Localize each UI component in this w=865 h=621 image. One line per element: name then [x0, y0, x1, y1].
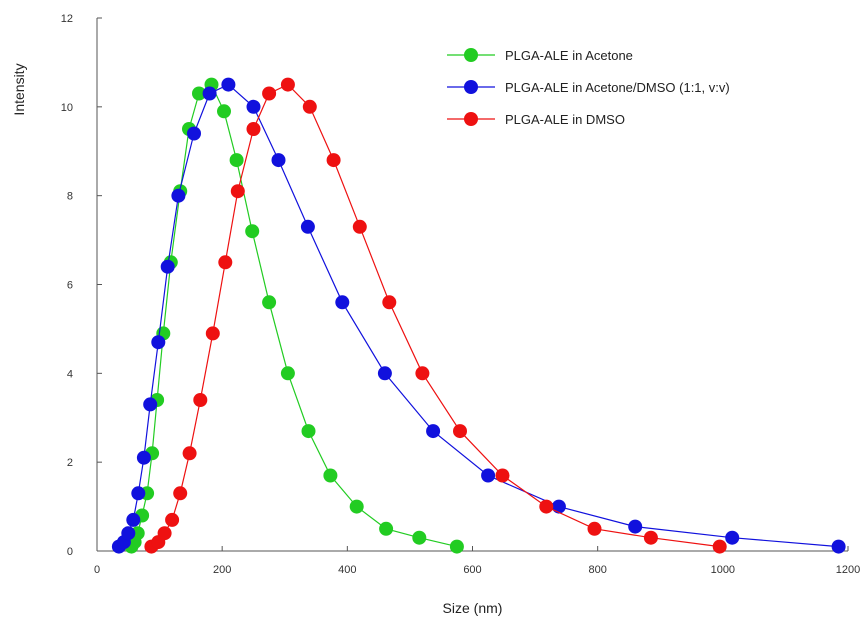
x-tick-label: 0: [94, 564, 100, 576]
data-point: [551, 499, 566, 514]
series-1: [124, 77, 464, 554]
data-point: [377, 366, 392, 381]
data-point: [280, 366, 295, 381]
data-point: [449, 539, 464, 554]
data-point: [349, 499, 364, 514]
y-tick-label: 4: [67, 368, 73, 380]
data-point: [539, 499, 554, 514]
data-point: [229, 153, 244, 168]
data-point: [246, 122, 261, 136]
legend-marker: [464, 80, 478, 94]
data-point: [165, 512, 180, 527]
data-point: [300, 219, 315, 234]
legend: PLGA-ALE in Acetone PLGA-ALE in Acetone/D…: [447, 48, 730, 127]
data-point: [643, 530, 658, 545]
legend-label: PLGA-ALE in Acetone/DMSO (1:1, v:v): [505, 80, 730, 95]
y-tick-label: 2: [67, 457, 73, 469]
data-point: [481, 468, 496, 483]
axes: 0 200 400 600 800 1000 1200 0 2 4 6 8 10 12: [61, 13, 860, 576]
data-point: [831, 539, 846, 554]
data-point: [187, 126, 201, 141]
data-point: [352, 219, 367, 234]
data-point: [495, 468, 510, 483]
y-tick-label: 10: [61, 102, 73, 114]
data-point: [382, 295, 397, 310]
legend-label: PLGA-ALE in Acetone: [505, 48, 633, 63]
data-point: [379, 521, 394, 536]
data-point: [221, 77, 236, 92]
data-point: [712, 539, 727, 554]
data-point: [193, 393, 208, 407]
x-tick-label: 600: [463, 564, 481, 576]
data-point: [262, 86, 277, 101]
data-point: [131, 486, 146, 501]
data-point: [335, 295, 350, 310]
legend-item: PLGA-ALE in DMSO: [447, 112, 625, 127]
x-axis-title: Size (nm): [443, 600, 503, 616]
legend-marker: [464, 48, 478, 62]
x-ticks: 0 200 400 600 800 1000 1200: [94, 546, 860, 576]
data-point: [136, 450, 151, 465]
data-point: [182, 446, 197, 461]
data-point: [426, 424, 441, 439]
data-point: [157, 526, 172, 541]
series-3: [144, 77, 727, 554]
series-2: [111, 77, 846, 554]
data-point: [262, 295, 277, 310]
data-point: [173, 486, 188, 501]
data-point: [160, 259, 175, 274]
data-point: [245, 224, 260, 239]
data-point: [143, 397, 158, 412]
y-axis-title: Intensity: [11, 63, 27, 115]
data-point: [326, 153, 341, 168]
data-point: [126, 512, 141, 527]
data-point: [218, 255, 233, 270]
series-line: [118, 83, 839, 548]
y-tick-label: 6: [67, 280, 73, 292]
data-point: [628, 519, 643, 534]
data-point: [271, 153, 286, 168]
data-point: [192, 86, 206, 101]
legend-marker: [464, 112, 478, 126]
data-point: [323, 468, 338, 483]
y-ticks: 0 2 4 6 8 10 12: [61, 13, 102, 558]
plot-series: [111, 77, 846, 554]
x-tick-label: 1200: [836, 564, 860, 576]
data-point: [453, 424, 467, 439]
x-tick-label: 400: [338, 564, 356, 576]
data-point: [415, 366, 430, 381]
data-point: [725, 530, 740, 545]
data-point: [171, 188, 186, 203]
data-point: [301, 424, 316, 439]
x-tick-label: 800: [588, 564, 606, 576]
y-tick-label: 8: [67, 191, 73, 203]
legend-label: PLGA-ALE in DMSO: [505, 112, 625, 127]
y-tick-label: 0: [67, 546, 73, 558]
data-point: [230, 184, 245, 199]
x-tick-label: 200: [213, 564, 231, 576]
legend-item: PLGA-ALE in Acetone/DMSO (1:1, v:v): [447, 80, 730, 95]
data-point: [302, 99, 317, 114]
data-point: [412, 530, 427, 545]
data-point: [202, 86, 217, 101]
x-tick-label: 1000: [711, 564, 735, 576]
series-line: [130, 83, 458, 548]
data-point: [205, 326, 220, 341]
data-point: [151, 335, 166, 350]
data-point: [587, 521, 602, 536]
data-point: [121, 526, 136, 541]
legend-item: PLGA-ALE in Acetone: [447, 48, 633, 63]
data-point: [280, 77, 295, 92]
data-point: [217, 104, 231, 119]
data-point: [246, 99, 261, 114]
y-tick-label: 12: [61, 13, 73, 25]
